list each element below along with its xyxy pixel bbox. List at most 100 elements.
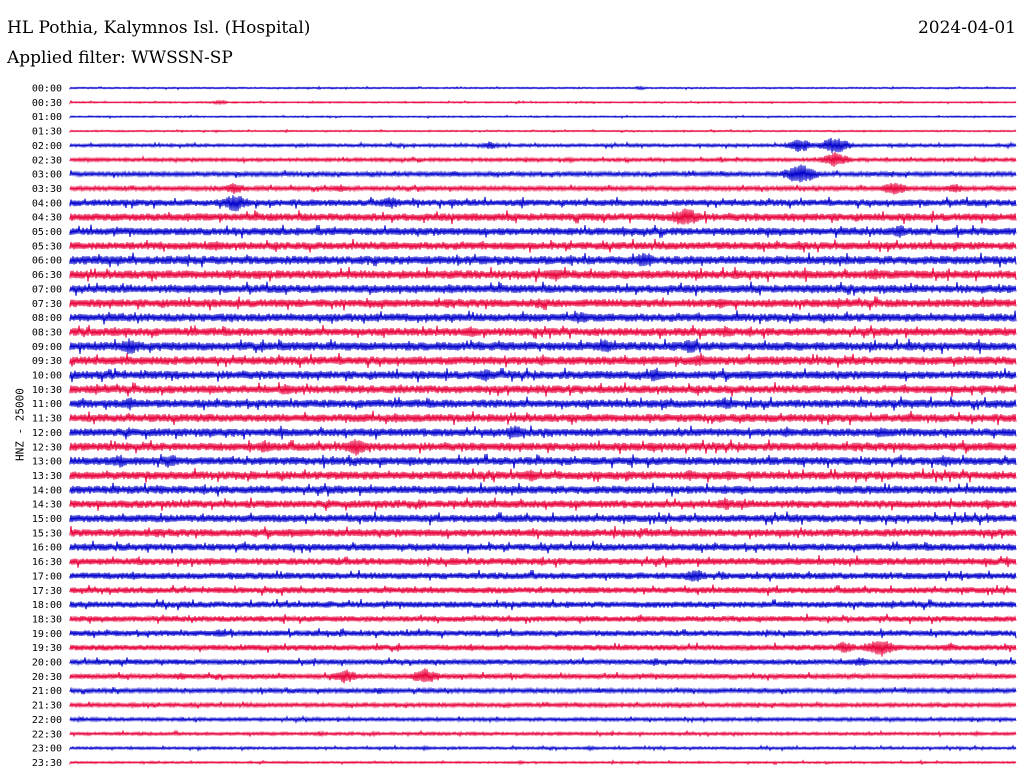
time-label: 12:30 [32,442,62,453]
trace-line [69,396,1017,411]
trace-line [69,352,1017,369]
time-label: 08:30 [32,327,62,338]
time-label: 00:00 [32,84,62,95]
time-label: 03:30 [32,184,62,195]
trace-line [69,137,1017,153]
time-label: 06:00 [32,256,62,267]
time-label: 18:30 [32,614,62,625]
time-label: 13:00 [32,457,62,468]
time-label: 05:30 [32,241,62,252]
trace-line [69,266,1017,283]
trace-line [69,151,1017,167]
date-label: 2024-04-01 [917,18,1016,38]
time-label: 09:30 [32,356,62,367]
time-label: 21:00 [32,686,62,697]
time-label: 01:30 [32,127,62,138]
time-label: 03:00 [32,170,62,181]
trace-line [69,700,1017,710]
time-label: 19:30 [32,643,62,654]
trace-line [69,439,1017,456]
trace-line [69,99,1017,106]
trace-line [69,85,1017,91]
trace-line [69,613,1017,625]
time-label: 22:00 [32,715,62,726]
time-label: 20:00 [32,658,62,669]
trace-line [69,468,1017,483]
trace-line [69,310,1017,325]
time-label: 14:30 [32,500,62,511]
time-label: 07:30 [32,299,62,310]
time-label: 15:00 [32,514,62,525]
trace-line [69,555,1017,568]
time-label: 09:00 [32,342,62,353]
time-label: 02:30 [32,155,62,166]
trace-line [69,525,1017,540]
trace-line [69,511,1017,526]
time-label: 00:30 [32,98,62,109]
time-label: 04:30 [32,213,62,224]
filter-label: Applied filter: WWSSN-SP [7,48,233,68]
trace-line [69,382,1017,397]
trace-line [69,224,1017,239]
trace-line [69,425,1017,440]
trace-line [69,182,1017,195]
trace-line [69,252,1017,268]
trace-line [69,410,1017,426]
time-label: 16:30 [32,557,62,568]
station-title: HL Pothia, Kalymnos Isl. (Hospital) [7,18,311,38]
time-label: 23:30 [32,758,62,769]
trace-line [69,338,1017,355]
time-label: 05:00 [32,227,62,238]
trace-line [69,367,1017,383]
trace-line [69,164,1017,183]
trace-line [69,296,1017,311]
trace-line [69,569,1017,582]
time-label: 06:30 [32,270,62,281]
trace-line [69,744,1017,753]
time-label: 01:00 [32,112,62,123]
time-label: 10:00 [32,371,62,382]
time-label: 10:30 [32,385,62,396]
trace-line [69,668,1017,684]
trace-line [69,497,1017,511]
time-label: 12:00 [32,428,62,439]
trace-line [69,114,1017,120]
trace-line [69,238,1017,253]
trace-line [69,729,1017,738]
time-label: 02:00 [32,141,62,152]
time-label: 07:00 [32,284,62,295]
time-label: 14:00 [32,485,62,496]
trace-line [69,759,1017,766]
time-label: 11:30 [32,414,62,425]
time-label: 04:00 [32,198,62,209]
time-label: 17:30 [32,586,62,597]
trace-line [69,584,1017,596]
time-label: 22:30 [32,729,62,740]
trace-line [69,714,1017,724]
time-label: 23:00 [32,744,62,755]
time-label: 11:00 [32,399,62,410]
trace-line [69,195,1017,212]
time-label: 18:00 [32,600,62,611]
time-label: 21:30 [32,701,62,712]
trace-line [69,453,1017,469]
trace-line [69,657,1017,667]
time-label: 17:00 [32,571,62,582]
trace-line [69,482,1017,497]
time-label: 19:00 [32,629,62,640]
trace-line [69,128,1017,134]
trace-line [69,208,1017,225]
trace-line [69,686,1017,695]
trace-line [69,324,1017,340]
time-label: 20:30 [32,672,62,683]
trace-line [69,540,1017,554]
time-label: 08:00 [32,313,62,324]
trace-line [69,599,1017,611]
time-label: 16:00 [32,543,62,554]
trace-line [69,281,1017,297]
trace-line [69,641,1017,657]
time-label: 13:30 [32,471,62,482]
trace-line [69,628,1017,639]
time-label: 15:30 [32,528,62,539]
